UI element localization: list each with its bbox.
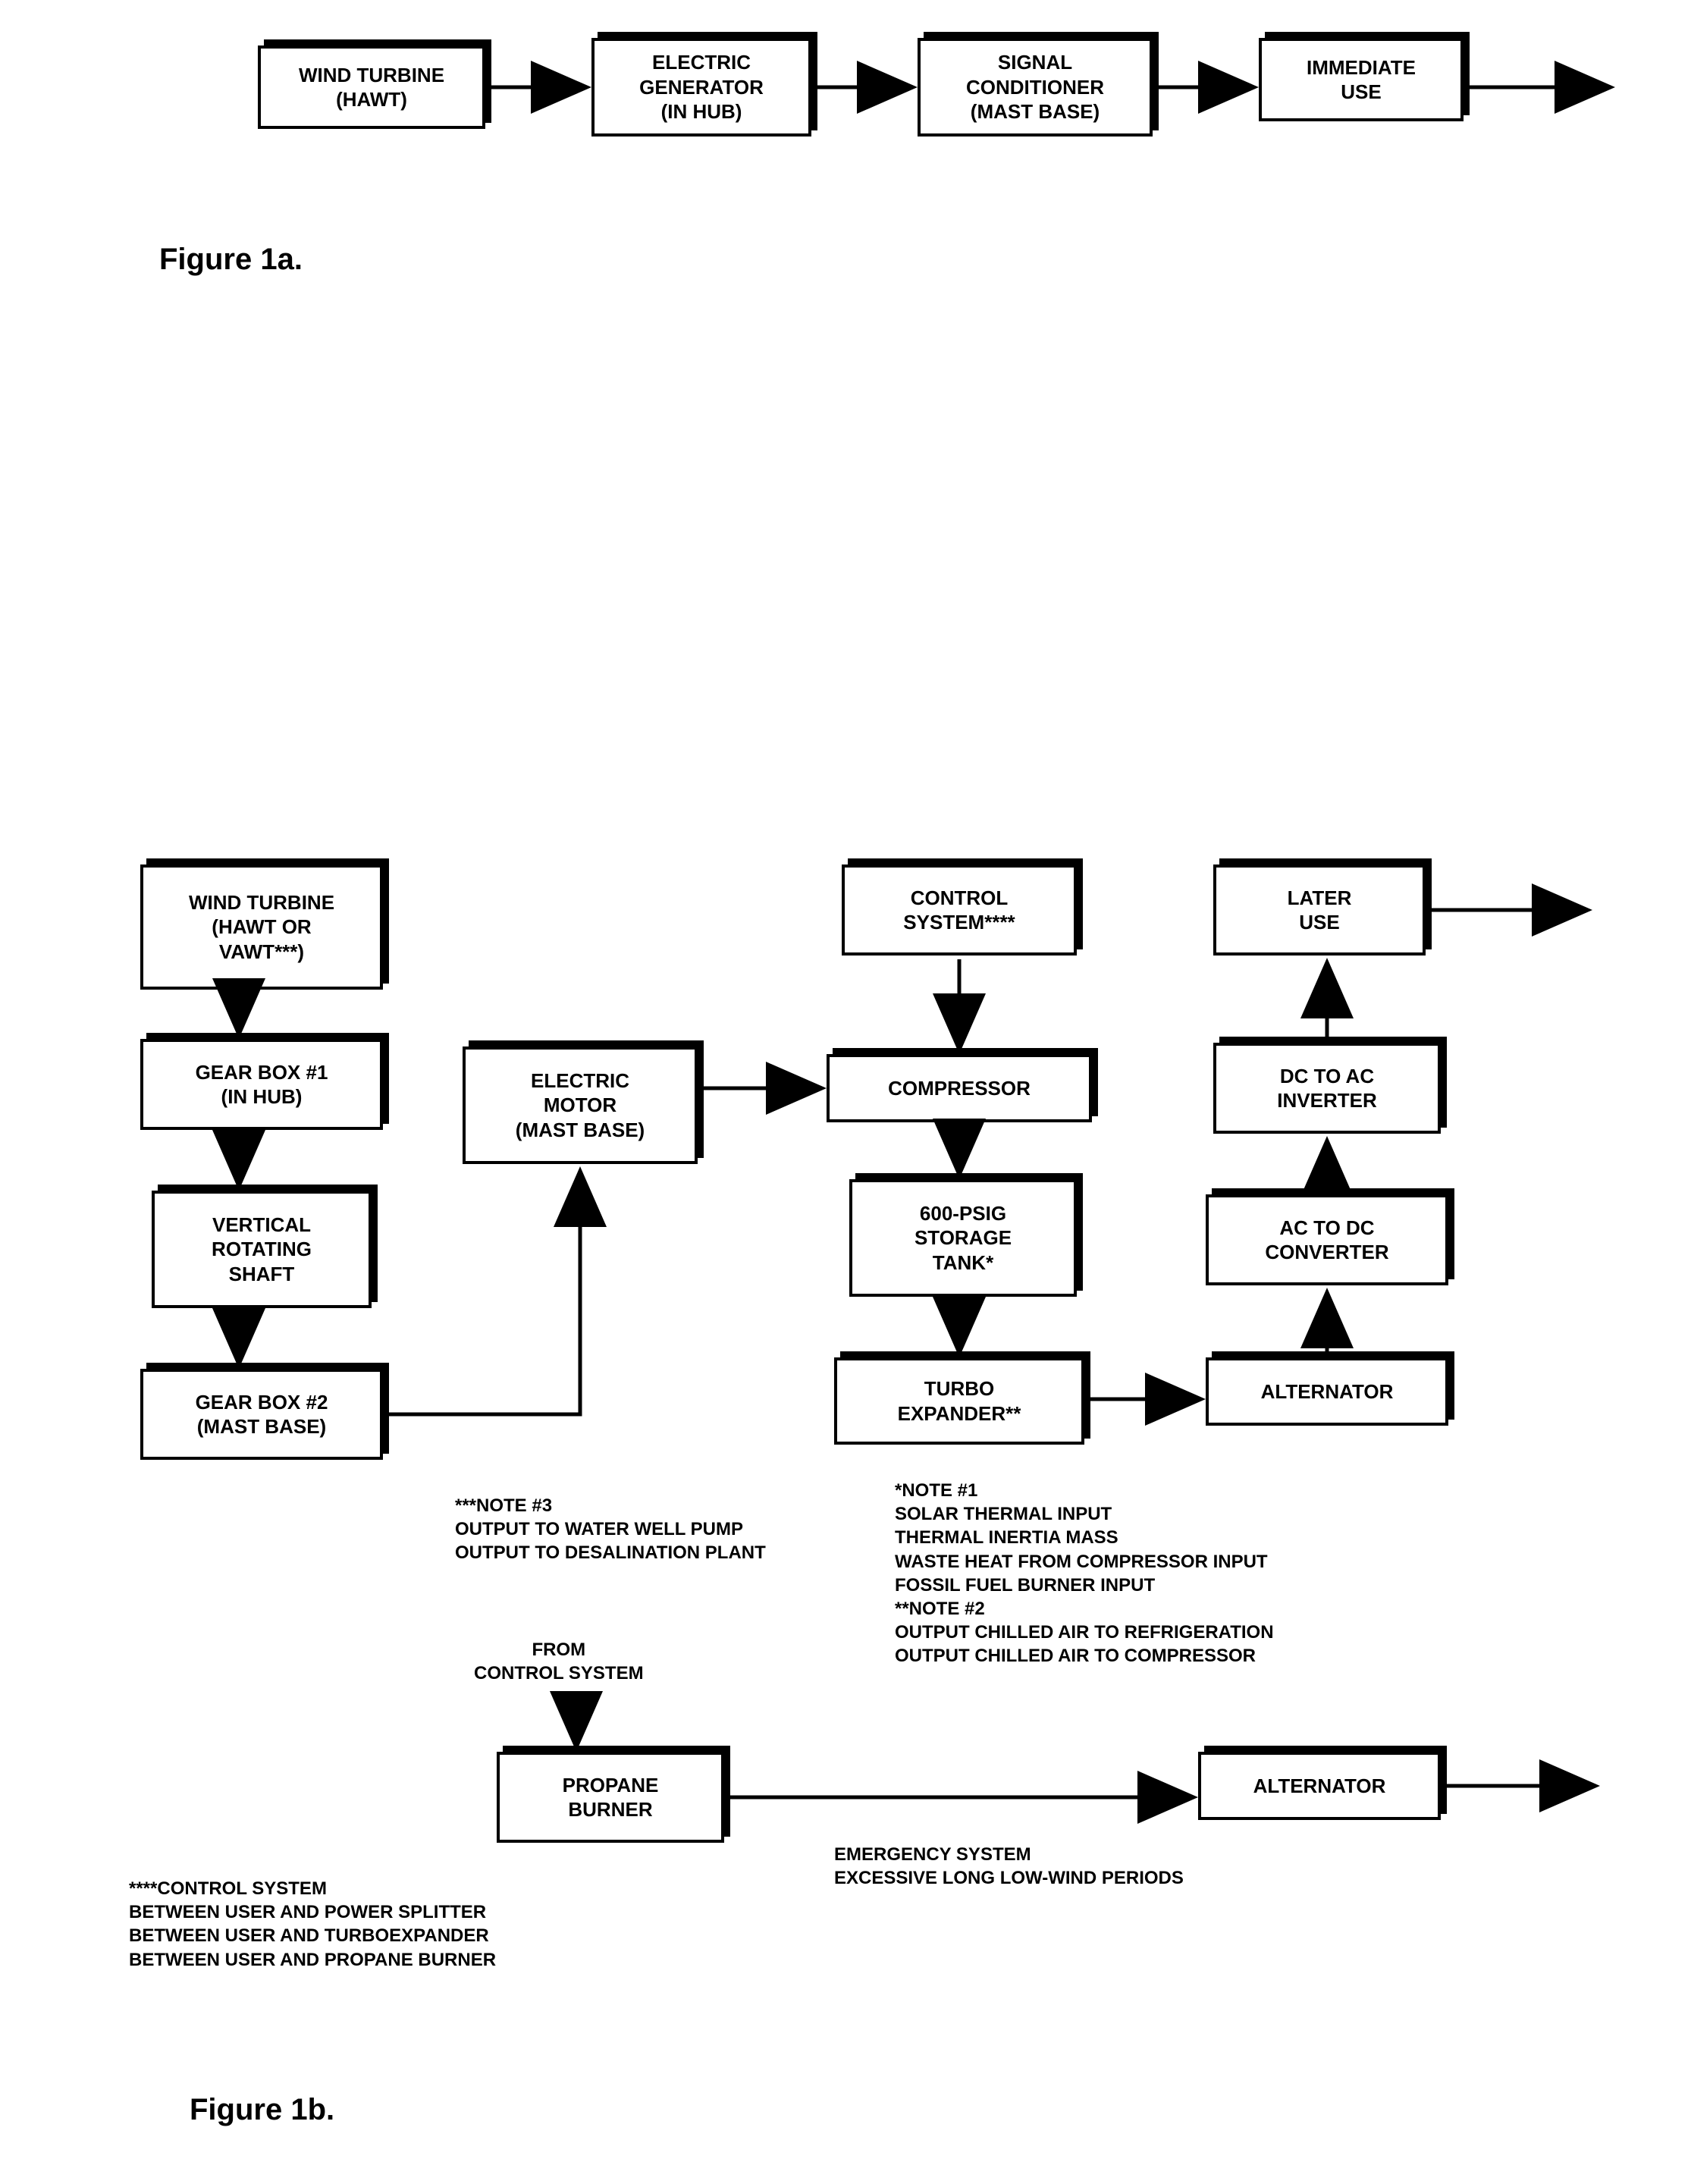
figure-1a: WIND TURBINE (HAWT) ELECTRIC GENERATOR (…	[30, 30, 1661, 303]
caption-1a: Figure 1a.	[159, 243, 303, 277]
arrows-1a	[30, 30, 1691, 182]
figure-1b: WIND TURBINE (HAWT OR VAWT***) GEAR BOX …	[30, 334, 1661, 2154]
arrows-1b	[30, 334, 1691, 2154]
